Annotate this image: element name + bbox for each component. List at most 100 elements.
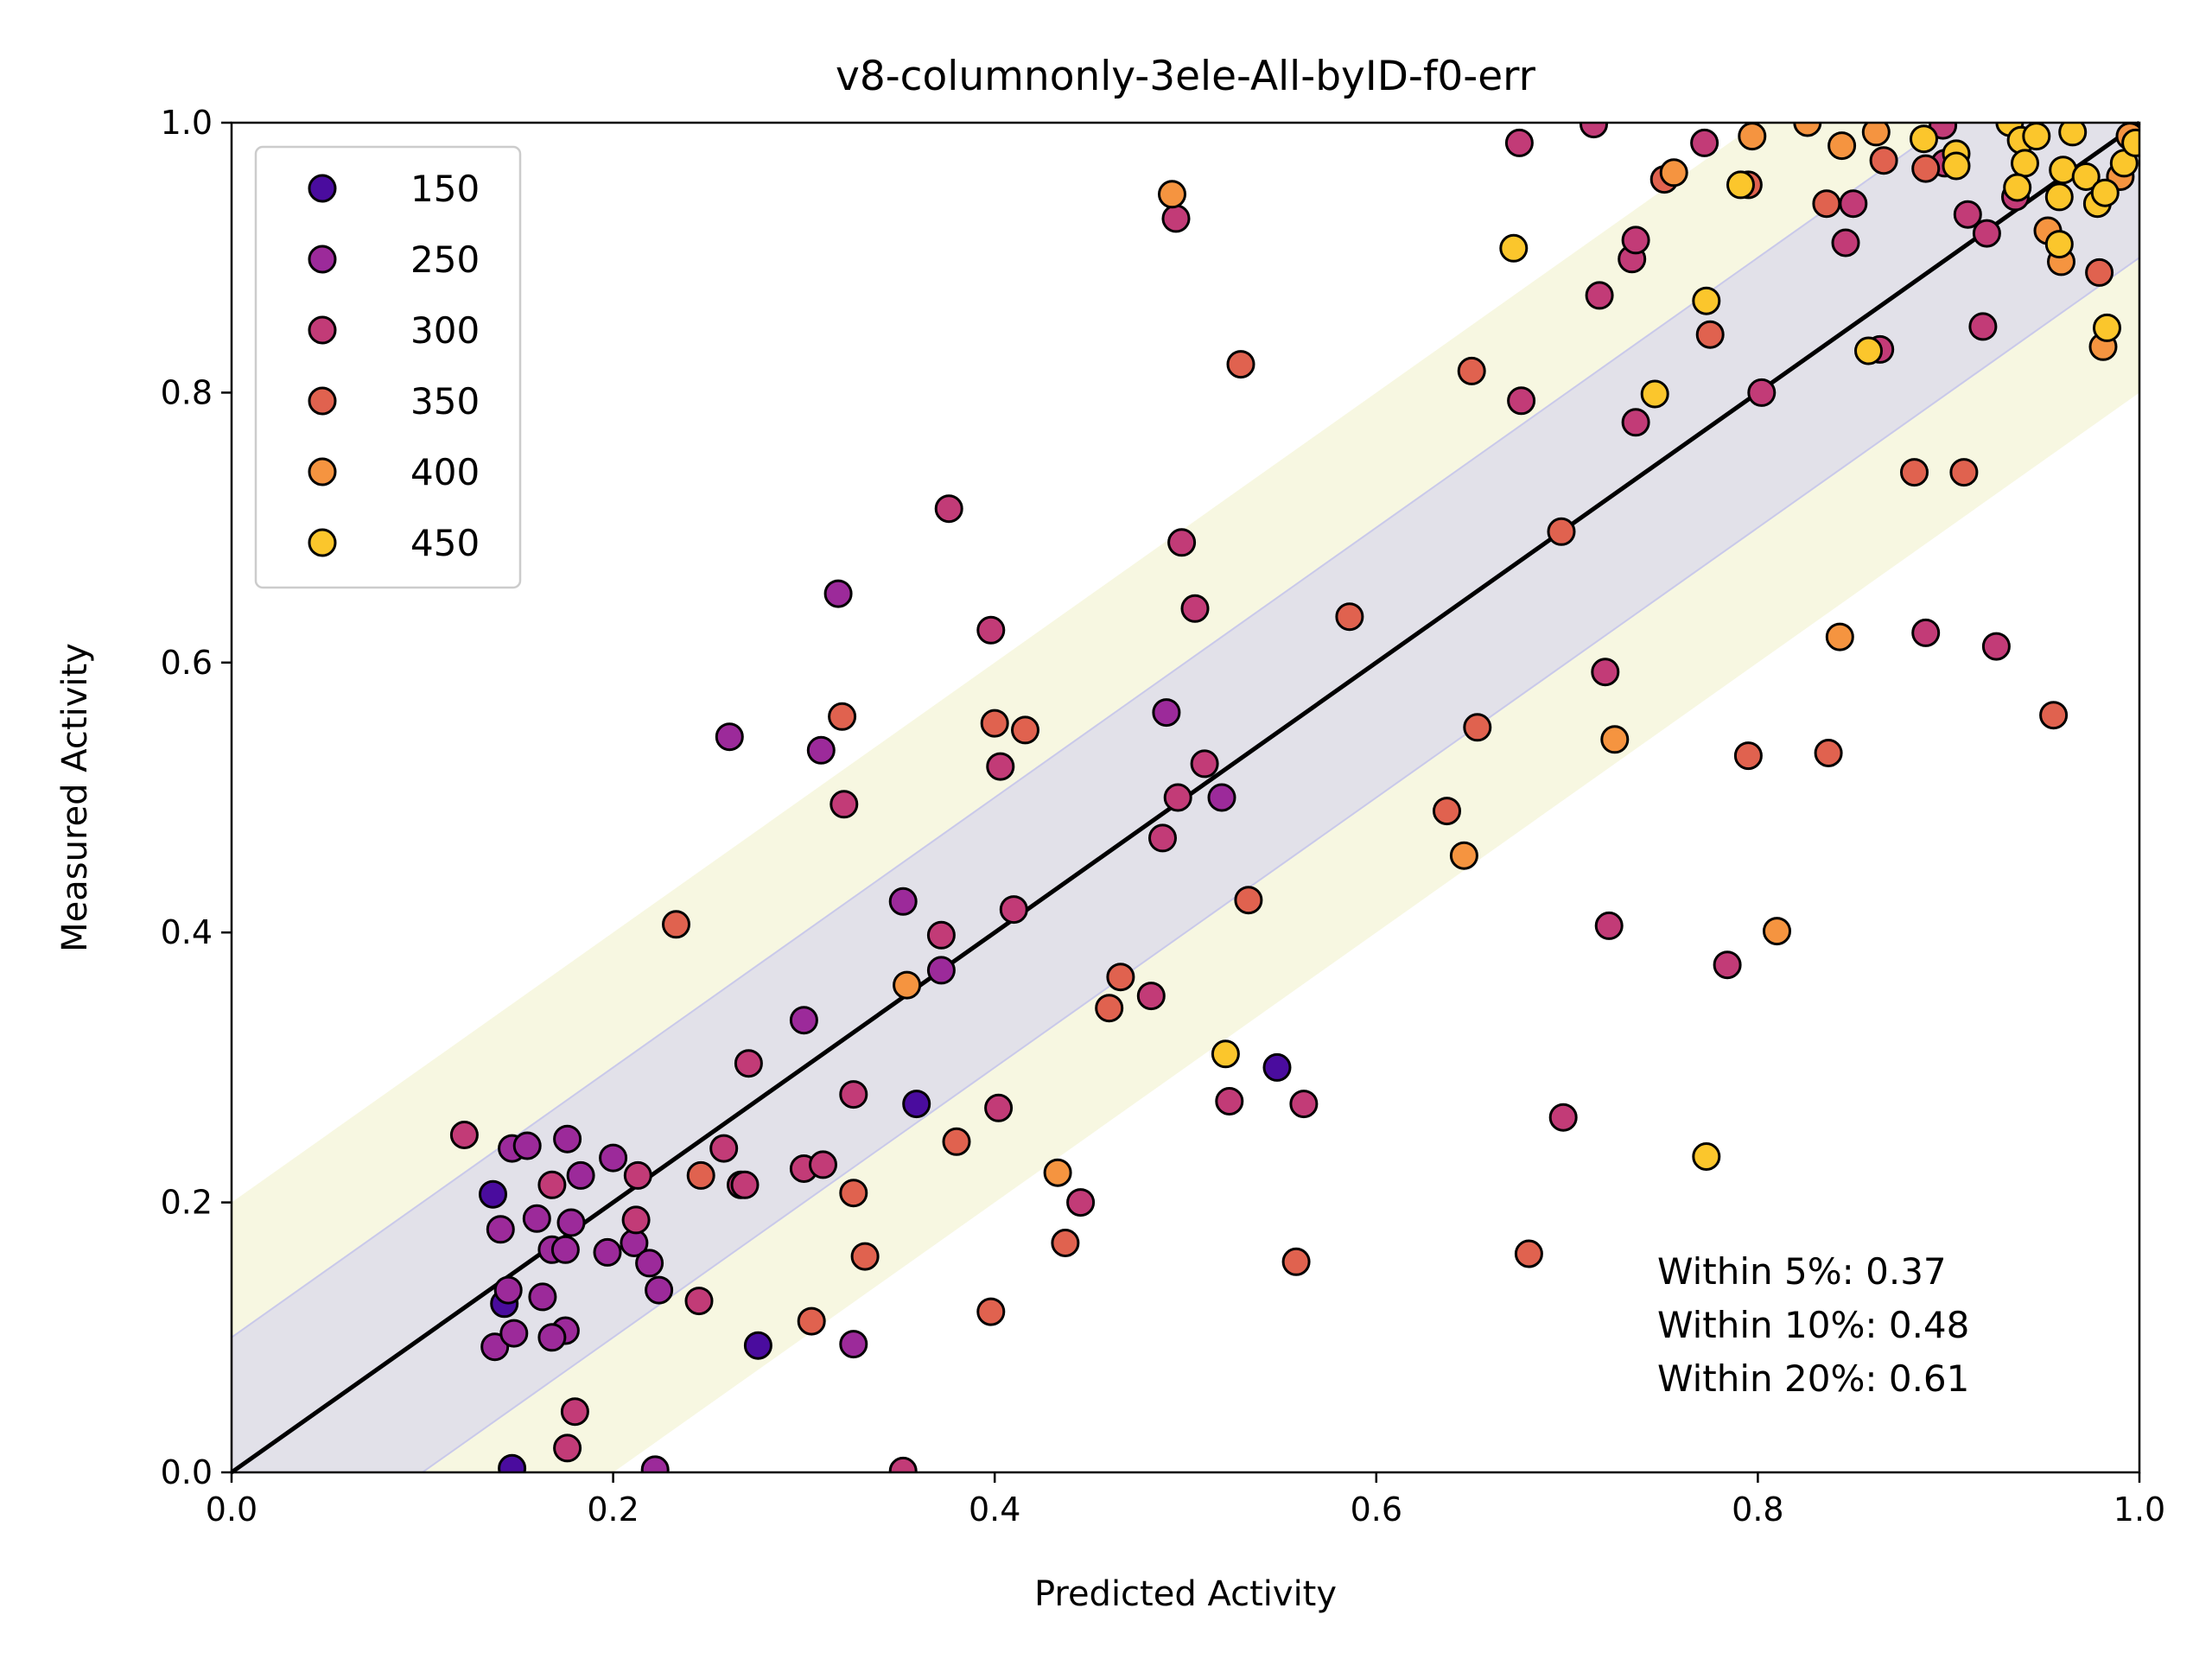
data-point-350 xyxy=(686,1160,715,1190)
data-point-350 xyxy=(828,702,857,731)
data-point-250 xyxy=(789,1006,818,1035)
data-point-300 xyxy=(1747,378,1777,407)
data-point-350 xyxy=(662,910,690,939)
data-point-350 xyxy=(1011,715,1039,745)
data-point-350 xyxy=(1226,350,1255,379)
data-point-150 xyxy=(902,1090,931,1119)
data-point-250 xyxy=(493,1275,523,1305)
legend-marker-350 xyxy=(308,386,337,416)
data-point-350 xyxy=(1869,146,1898,175)
data-point-450 xyxy=(2093,313,2121,342)
data-point-300 xyxy=(809,1150,837,1179)
data-point-400 xyxy=(1861,123,1891,147)
data-point-400 xyxy=(1043,1158,1072,1187)
legend-label-150: 150 xyxy=(410,168,480,210)
data-point-300 xyxy=(1148,823,1177,853)
data-point-250 xyxy=(499,1319,529,1348)
legend-marker-300 xyxy=(308,315,337,345)
data-point-300 xyxy=(553,1433,582,1463)
data-point-350 xyxy=(1281,1247,1311,1276)
data-point-450 xyxy=(2058,123,2088,147)
data-point-250 xyxy=(839,1330,868,1359)
data-point-250 xyxy=(823,579,853,608)
y-tick-label: 0.6 xyxy=(161,644,213,682)
data-point-300 xyxy=(1831,228,1860,257)
data-point-300 xyxy=(1548,1103,1578,1132)
data-point-250 xyxy=(522,1204,551,1233)
data-point-350 xyxy=(1433,797,1461,826)
data-point-250 xyxy=(1152,698,1181,728)
data-point-400 xyxy=(1763,917,1791,946)
legend-label-350: 350 xyxy=(410,380,480,423)
data-point-300 xyxy=(1507,386,1536,416)
data-point-300 xyxy=(1591,658,1620,687)
data-point-350 xyxy=(980,709,1009,738)
data-point-350 xyxy=(1695,320,1725,349)
data-point-350 xyxy=(797,1306,826,1336)
x-tick-label: 0.4 xyxy=(969,1491,1020,1529)
data-point-300 xyxy=(621,1205,651,1235)
data-point-350 xyxy=(1547,517,1576,546)
data-point-300 xyxy=(1953,200,1982,229)
data-point-350 xyxy=(976,1297,1006,1326)
y-tick-label: 1.0 xyxy=(161,104,213,142)
data-point-150 xyxy=(743,1331,772,1360)
data-point-300 xyxy=(1167,528,1197,557)
data-point-300 xyxy=(999,895,1028,925)
data-point-450 xyxy=(1692,1142,1721,1171)
data-point-300 xyxy=(1289,1090,1319,1119)
data-point-350 xyxy=(1051,1229,1080,1257)
data-point-300 xyxy=(926,920,956,950)
data-point-350 xyxy=(1457,356,1486,385)
data-point-400 xyxy=(1158,180,1186,209)
data-points xyxy=(449,123,2139,1472)
y-tick-label: 0.4 xyxy=(161,913,213,951)
data-point-300 xyxy=(623,1160,652,1190)
data-point-350 xyxy=(1335,602,1364,632)
data-point-450 xyxy=(2090,178,2120,207)
stat-line: Within 10%: 0.48 xyxy=(1657,1304,1969,1346)
data-point-150 xyxy=(1262,1052,1292,1082)
data-point-350 xyxy=(1900,458,1929,487)
data-point-450 xyxy=(2044,182,2074,212)
data-point-450 xyxy=(1499,233,1529,263)
data-point-300 xyxy=(1585,281,1614,310)
data-point-350 xyxy=(839,1179,868,1208)
data-point-450 xyxy=(2071,162,2101,191)
legend-label-400: 400 xyxy=(410,451,480,493)
data-point-350 xyxy=(850,1242,880,1271)
data-point-450 xyxy=(1726,170,1755,200)
data-point-300 xyxy=(1839,189,1868,219)
data-point-300 xyxy=(830,790,859,819)
data-point-300 xyxy=(1136,982,1166,1011)
data-point-250 xyxy=(512,1131,542,1160)
data-point-450 xyxy=(2011,149,2039,178)
plot-frame xyxy=(230,121,2141,1474)
data-point-300 xyxy=(1215,1087,1244,1116)
data-point-250 xyxy=(537,1323,567,1352)
data-point-350 xyxy=(1463,713,1492,742)
data-point-250 xyxy=(553,1124,582,1154)
data-point-250 xyxy=(635,1249,664,1278)
data-point-300 xyxy=(839,1080,868,1109)
data-point-450 xyxy=(2121,128,2139,157)
legend-marker-250 xyxy=(308,245,337,274)
data-point-300 xyxy=(1190,749,1219,779)
x-tick-label: 0.2 xyxy=(587,1491,639,1529)
data-point-350 xyxy=(1911,154,1941,183)
data-point-350 xyxy=(2039,701,2069,730)
data-point-300 xyxy=(1981,632,2011,661)
data-point-250 xyxy=(566,1160,595,1190)
data-point-250 xyxy=(715,722,744,752)
data-point-250 xyxy=(486,1215,515,1244)
data-point-350 xyxy=(1733,741,1763,771)
data-point-350 xyxy=(1949,458,1979,487)
data-point-150 xyxy=(479,1179,507,1209)
data-point-450 xyxy=(1910,124,1938,154)
data-point-450 xyxy=(2003,173,2032,202)
data-point-300 xyxy=(684,1287,714,1316)
data-point-300 xyxy=(730,1170,760,1199)
y-axis-label: Measured Activity xyxy=(55,643,95,952)
data-point-250 xyxy=(480,1332,510,1362)
data-point-250 xyxy=(550,1235,580,1264)
